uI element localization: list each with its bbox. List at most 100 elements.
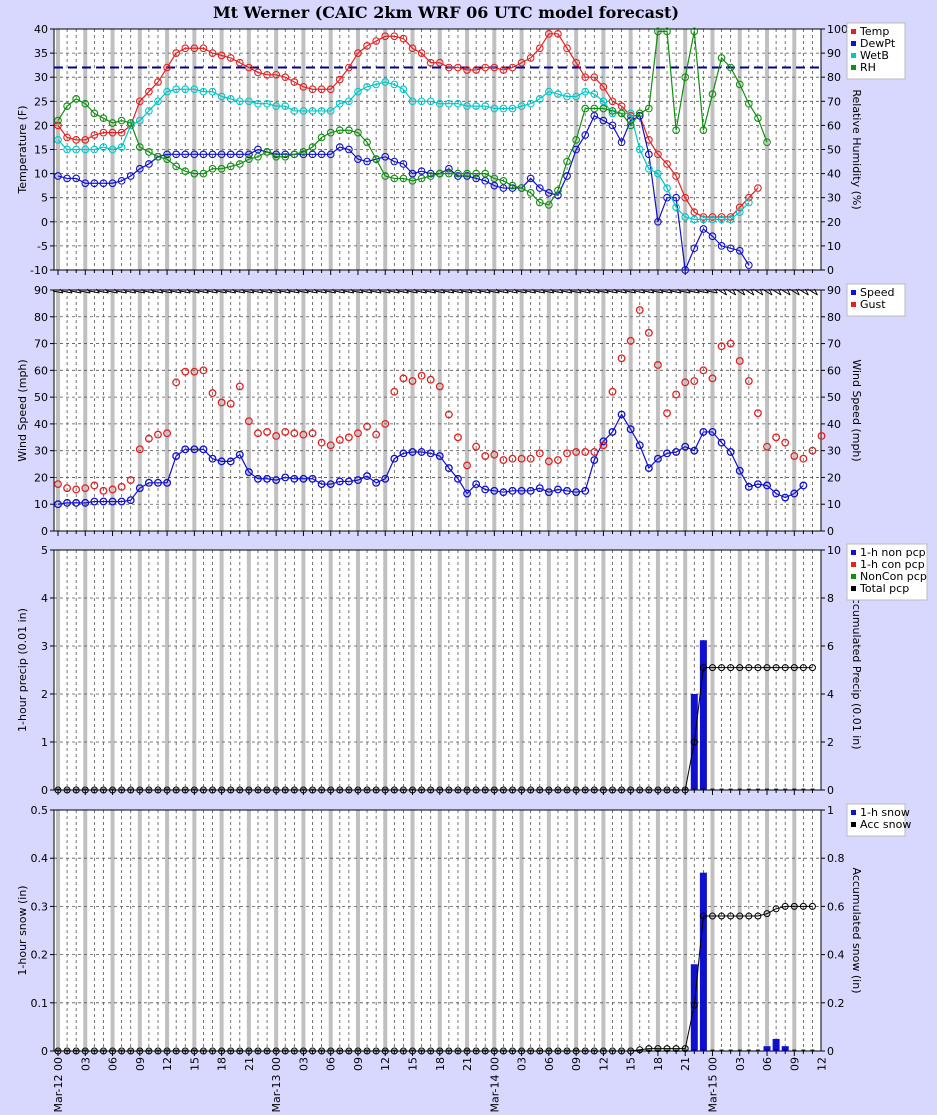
point-gust	[99, 486, 108, 495]
wind-barb-flag	[332, 288, 337, 294]
y-axis-label: 1-hour snow (in)	[16, 885, 29, 975]
wind-barb-flag	[632, 288, 637, 294]
point-gust	[390, 387, 399, 396]
point-rh	[726, 63, 735, 72]
point-wetb	[217, 92, 226, 101]
x-tick-label: 03	[297, 1057, 310, 1071]
wind-barb	[289, 290, 300, 294]
point-wetb	[108, 145, 117, 154]
point-wetb	[626, 109, 635, 118]
point-accumulated	[145, 1047, 153, 1055]
point-temp	[617, 102, 626, 110]
point-gust	[344, 433, 353, 442]
y2-tick-label: 2	[827, 736, 834, 749]
wind-barb	[471, 290, 482, 294]
point-accumulated	[608, 786, 616, 794]
point-gust	[635, 306, 644, 315]
point-accumulated	[663, 786, 671, 794]
wind-barb	[243, 290, 254, 294]
point-wetb	[535, 95, 544, 103]
point-speed	[354, 476, 362, 485]
point-accumulated	[790, 902, 798, 910]
point-temp	[363, 42, 371, 50]
point-wetb	[145, 107, 153, 115]
legend-entry: NonCon pcp	[860, 570, 927, 583]
point-wetb	[172, 85, 181, 94]
point-speed	[426, 449, 435, 458]
wind-barb	[171, 290, 182, 294]
wind-barb	[180, 290, 191, 294]
point-accumulated	[409, 786, 417, 794]
wind-barb	[98, 290, 109, 294]
x-tick-label: 18	[216, 1057, 229, 1071]
y2-tick-label: 100	[827, 23, 848, 36]
y2-tick-label: 50	[827, 391, 841, 404]
wind-barb	[598, 290, 609, 294]
y2-tick-label: 0	[827, 525, 834, 538]
gridline-major	[465, 550, 470, 790]
point-speed	[108, 497, 117, 506]
point-dewpt	[535, 184, 544, 192]
point-rh	[299, 148, 308, 156]
legend-entry: Gust	[860, 298, 886, 311]
gridline-major	[519, 29, 524, 270]
point-temp	[626, 111, 635, 120]
point-dewpt	[190, 150, 199, 159]
x-tick-label: 18	[434, 1057, 447, 1071]
point-dewpt	[463, 172, 471, 180]
point-accumulated	[509, 1047, 516, 1055]
point-dewpt	[663, 193, 671, 202]
legend-swatch	[851, 29, 856, 34]
point-dewpt	[581, 131, 590, 139]
point-accumulated	[781, 902, 789, 910]
gridline-major	[546, 290, 551, 531]
y-tick-label: 0	[41, 525, 48, 538]
point-dewpt	[426, 169, 435, 178]
point-gust	[199, 366, 208, 375]
y-tick-label: 80	[34, 311, 48, 324]
gridline-major	[383, 290, 388, 531]
wind-barb-flag	[659, 288, 664, 294]
legend-swatch	[851, 550, 856, 555]
point-wetb	[326, 107, 335, 115]
point-gust	[672, 390, 681, 399]
point-wetb	[154, 97, 162, 106]
y-tick-label: -5	[37, 240, 48, 253]
y2-axis-label: Accumulated Precip (0.01 in)	[850, 590, 863, 749]
point-wetb	[726, 215, 735, 224]
point-temp	[663, 160, 671, 168]
y-tick-label: 90	[34, 284, 48, 297]
x-tick-label: 21	[679, 1057, 692, 1071]
point-wetb	[363, 82, 371, 91]
point-accumulated	[127, 1047, 135, 1055]
gridline-major	[83, 290, 88, 531]
point-wetb	[545, 87, 553, 96]
wind-barb-flag	[532, 288, 537, 294]
point-rh	[526, 189, 535, 197]
point-speed	[54, 500, 62, 509]
point-accumulated	[427, 1047, 435, 1055]
wind-barb	[625, 290, 636, 294]
point-temp	[690, 208, 699, 217]
wind-barb-flag	[759, 288, 764, 296]
x-tick-label: Mar-14 00	[488, 1057, 501, 1113]
point-rh	[126, 119, 135, 127]
wind-barb-flag	[359, 288, 364, 294]
point-speed	[499, 488, 508, 497]
point-speed	[244, 468, 253, 477]
gridline-major	[56, 550, 60, 790]
point-temp	[572, 58, 580, 67]
point-gust	[499, 456, 508, 464]
point-rh	[435, 169, 444, 178]
point-accumulated	[699, 664, 707, 672]
point-wetb	[499, 104, 508, 113]
point-gust	[417, 371, 426, 380]
wind-barb	[71, 290, 82, 294]
point-accumulated	[363, 1047, 371, 1055]
point-temp	[226, 54, 235, 62]
point-gust	[790, 452, 799, 460]
wind-barb-flag	[814, 288, 818, 296]
y-tick-label: 2	[41, 688, 48, 701]
legend-swatch	[851, 810, 856, 815]
point-temp	[472, 66, 480, 74]
